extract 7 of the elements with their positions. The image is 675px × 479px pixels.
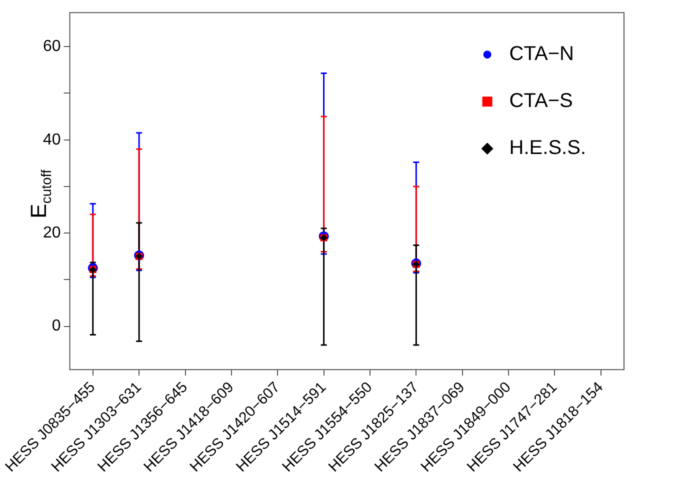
legend-label: CTA−N <box>509 43 574 66</box>
y-tick-label: 0 <box>52 318 61 335</box>
y-tick-label: 20 <box>43 224 61 242</box>
legend-label: H.E.S.S. <box>509 137 586 160</box>
y-tick-label: 40 <box>43 131 61 148</box>
y-tick-label: 60 <box>43 38 61 56</box>
legend-label: CTA−S <box>509 90 573 112</box>
